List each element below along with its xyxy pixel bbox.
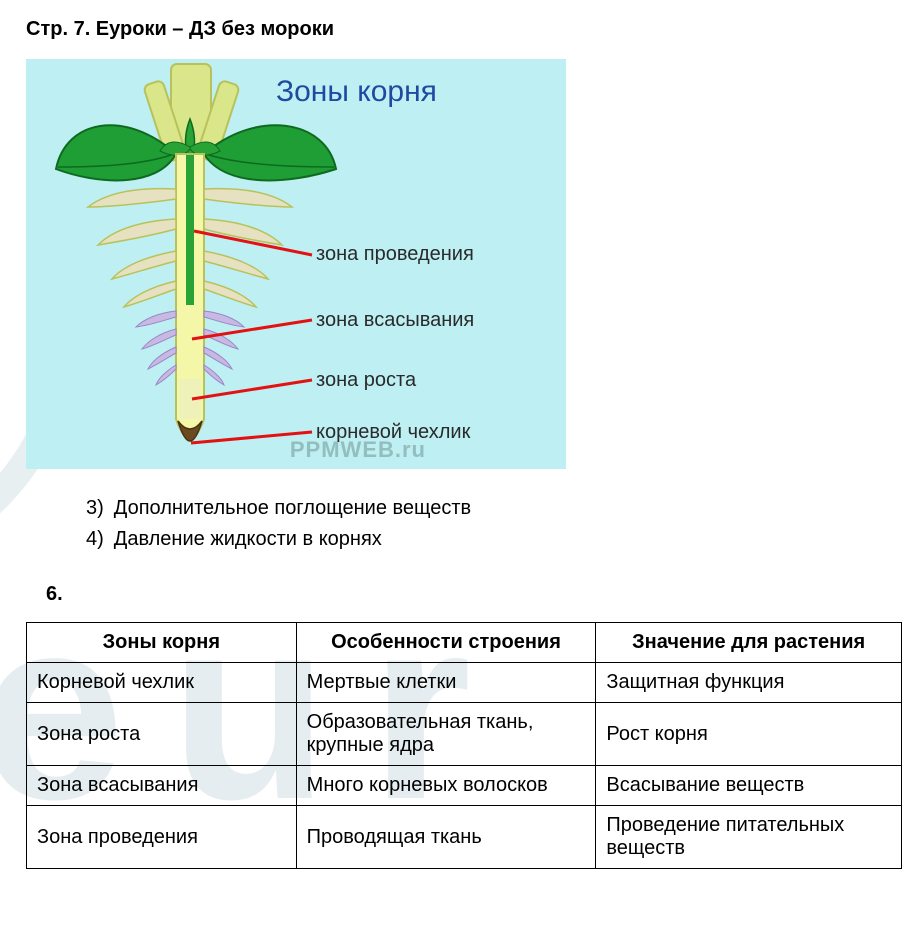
table-row: Зона всасывания Много корневых волосков … — [27, 766, 902, 806]
question-number-6: 6. — [46, 583, 882, 606]
list-item: 3) Дополнительное поглощение веществ — [86, 493, 882, 524]
list-item-number: 4) — [86, 524, 104, 555]
table-cell: Мертвые клетки — [296, 663, 596, 703]
table-row: Корневой чехлик Мертвые клетки Защитная … — [27, 663, 902, 703]
diagram-label-conduction: зона проведения — [316, 243, 474, 266]
answer-list: 3) Дополнительное поглощение веществ 4) … — [86, 493, 882, 555]
diagram-label-absorption: зона всасывания — [316, 309, 474, 332]
table-cell: Рост корня — [596, 703, 902, 766]
table-cell: Корневой чехлик — [27, 663, 297, 703]
root-zones-diagram: Зоны корня — [26, 59, 566, 469]
list-item-text: Давление жидкости в корнях — [114, 524, 382, 555]
root-illustration — [26, 59, 566, 469]
table-cell: Зона проведения — [27, 806, 297, 869]
diagram-label-growth: зона роста — [316, 369, 416, 392]
table-header-cell: Зоны корня — [27, 623, 297, 663]
table-cell: Зона всасывания — [27, 766, 297, 806]
table-header-cell: Особенности строения — [296, 623, 596, 663]
table-row: Зона проведения Проводящая ткань Проведе… — [27, 806, 902, 869]
table-cell: Образовательная ткань, крупные ядра — [296, 703, 596, 766]
table-header-row: Зоны корня Особенности строения Значение… — [27, 623, 902, 663]
table-cell: Проводящая ткань — [296, 806, 596, 869]
page-title: Стр. 7. Еуроки – ДЗ без мороки — [26, 18, 882, 41]
list-item-number: 3) — [86, 493, 104, 524]
table-header-cell: Значение для растения — [596, 623, 902, 663]
root-zones-table: Зоны корня Особенности строения Значение… — [26, 622, 902, 869]
table-cell: Всасывание веществ — [596, 766, 902, 806]
table-cell: Проведение питательных веществ — [596, 806, 902, 869]
table-row: Зона роста Образовательная ткань, крупны… — [27, 703, 902, 766]
inline-watermark: PPMWEB.ru — [290, 437, 426, 463]
table-cell: Зона роста — [27, 703, 297, 766]
list-item-text: Дополнительное поглощение веществ — [114, 493, 471, 524]
table-cell: Защитная функция — [596, 663, 902, 703]
list-item: 4) Давление жидкости в корнях — [86, 524, 882, 555]
table-cell: Много корневых волосков — [296, 766, 596, 806]
